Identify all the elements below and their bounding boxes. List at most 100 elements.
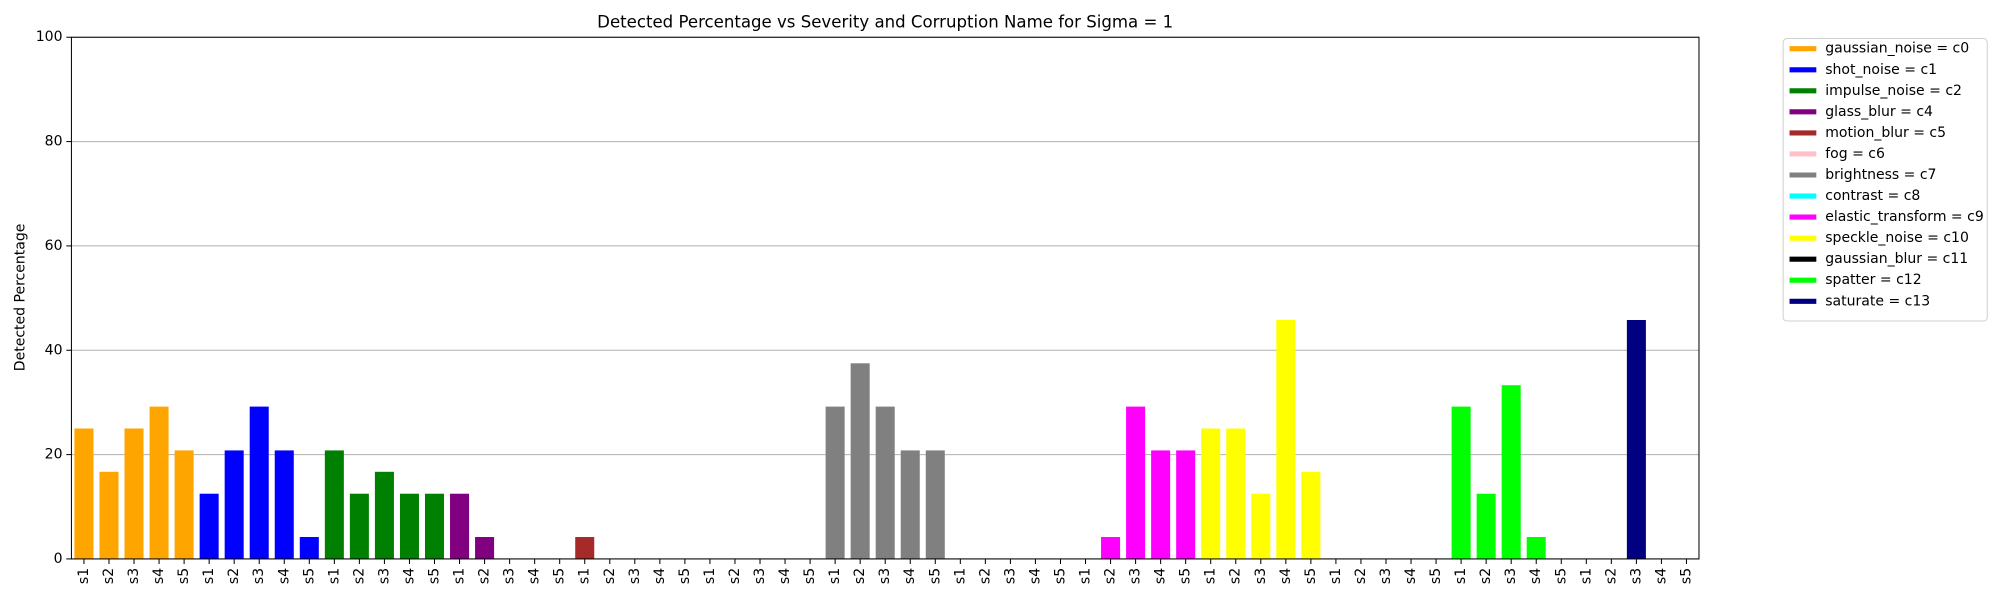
x-tick-label: s4 bbox=[1027, 568, 1043, 584]
x-tick-label: s2 bbox=[602, 568, 618, 584]
legend-label: contrast = c8 bbox=[1825, 188, 1920, 204]
legend-label: glass_blur = c4 bbox=[1825, 104, 1933, 120]
x-tick-label: s5 bbox=[1178, 568, 1194, 584]
legend-label: gaussian_blur = c11 bbox=[1825, 251, 1968, 267]
x-tick-label: s1 bbox=[76, 568, 92, 584]
bar bbox=[74, 428, 94, 559]
legend-label: elastic_transform = c9 bbox=[1825, 209, 1984, 225]
x-tick-label: s4 bbox=[902, 568, 918, 584]
x-tick-label: s3 bbox=[627, 568, 643, 584]
x-tick-label: s1 bbox=[1453, 568, 1469, 584]
bar bbox=[575, 537, 595, 559]
x-tick-label: s3 bbox=[877, 568, 893, 584]
x-tick-label: s3 bbox=[1002, 568, 1018, 584]
legend-label: motion_blur = c5 bbox=[1825, 125, 1946, 141]
bar bbox=[174, 450, 194, 559]
bar bbox=[1526, 537, 1546, 559]
x-tick-label: s5 bbox=[1303, 568, 1319, 584]
x-tick-label: s4 bbox=[401, 568, 417, 584]
bar bbox=[249, 406, 269, 559]
legend-label: shot_noise = c1 bbox=[1825, 62, 1937, 78]
x-tick-label: s5 bbox=[1428, 568, 1444, 584]
legend-box bbox=[1782, 38, 1988, 322]
bar bbox=[1226, 428, 1246, 559]
x-tick-label: s2 bbox=[226, 568, 242, 584]
x-tick-label: s5 bbox=[1052, 568, 1068, 584]
x-tick-label: s1 bbox=[1203, 568, 1219, 584]
x-tick-label: s2 bbox=[477, 568, 493, 584]
y-tick-label: 40 bbox=[45, 342, 63, 358]
bar bbox=[1501, 385, 1521, 559]
x-tick-label: s2 bbox=[101, 568, 117, 584]
x-tick-label: s1 bbox=[1078, 568, 1094, 584]
bar bbox=[424, 493, 445, 559]
bar bbox=[124, 428, 144, 559]
y-tick-label: 0 bbox=[54, 551, 63, 567]
x-tick-label: s2 bbox=[727, 568, 743, 584]
x-tick-label: s1 bbox=[577, 568, 593, 584]
x-tick-label: s2 bbox=[977, 568, 993, 584]
bar bbox=[1476, 493, 1496, 559]
x-tick-label: s4 bbox=[151, 568, 167, 584]
bar bbox=[1101, 537, 1121, 559]
x-tick-label: s5 bbox=[677, 568, 693, 584]
bar bbox=[925, 450, 945, 559]
bar bbox=[199, 493, 219, 559]
x-tick-label: s1 bbox=[827, 568, 843, 584]
bar bbox=[1151, 450, 1171, 559]
x-tick-label: s4 bbox=[1528, 568, 1544, 584]
bar bbox=[450, 493, 470, 559]
bar bbox=[475, 537, 495, 559]
x-tick-label: s3 bbox=[752, 568, 768, 584]
x-tick-label: s1 bbox=[1578, 568, 1594, 584]
y-tick-label: 60 bbox=[45, 238, 63, 254]
x-tick-label: s1 bbox=[452, 568, 468, 584]
x-tick-label: s4 bbox=[276, 568, 292, 584]
x-tick-label: s3 bbox=[1503, 568, 1519, 584]
bar bbox=[1126, 406, 1146, 559]
bar bbox=[1451, 406, 1471, 559]
x-tick-label: s1 bbox=[952, 568, 968, 584]
bar bbox=[1301, 471, 1321, 559]
legend-label: speckle_noise = c10 bbox=[1825, 230, 1969, 246]
x-tick-label: s4 bbox=[1153, 568, 1169, 584]
bar bbox=[1201, 428, 1221, 559]
x-tick-label: s3 bbox=[1253, 568, 1269, 584]
x-tick-label: s4 bbox=[1403, 568, 1419, 584]
bar bbox=[99, 471, 119, 559]
bar bbox=[1176, 450, 1196, 559]
x-tick-label: s4 bbox=[1653, 568, 1669, 584]
bar bbox=[274, 450, 294, 559]
x-tick-label: s2 bbox=[1353, 568, 1369, 584]
bar bbox=[850, 363, 870, 559]
x-tick-label: s5 bbox=[176, 568, 192, 584]
x-tick-label: s4 bbox=[777, 568, 793, 584]
x-tick-label: s4 bbox=[652, 568, 668, 584]
bar bbox=[1251, 493, 1271, 559]
x-tick-label: s2 bbox=[1103, 568, 1119, 584]
x-tick-label: s5 bbox=[552, 568, 568, 584]
x-tick-label: s5 bbox=[802, 568, 818, 584]
x-tick-label: s2 bbox=[1228, 568, 1244, 584]
bar bbox=[825, 406, 845, 559]
x-tick-label: s5 bbox=[426, 568, 442, 584]
y-axis-label: Detected Percentage bbox=[12, 224, 28, 372]
bar bbox=[374, 471, 394, 559]
x-tick-label: s5 bbox=[1678, 568, 1694, 584]
legend-label: saturate = c13 bbox=[1825, 293, 1930, 309]
x-tick-label: s3 bbox=[502, 568, 518, 584]
y-tick-label: 80 bbox=[45, 134, 63, 150]
bar bbox=[349, 493, 369, 559]
bar bbox=[324, 450, 344, 559]
x-tick-label: s3 bbox=[1128, 568, 1144, 584]
x-tick-label: s5 bbox=[927, 568, 943, 584]
x-tick-label: s3 bbox=[376, 568, 392, 584]
legend-label: impulse_noise = c2 bbox=[1825, 83, 1962, 99]
bar bbox=[1626, 319, 1646, 559]
y-tick-label: 100 bbox=[36, 29, 63, 45]
legend-label: fog = c6 bbox=[1825, 146, 1885, 162]
bar bbox=[875, 406, 895, 559]
y-tick-label: 20 bbox=[45, 447, 63, 463]
x-tick-label: s1 bbox=[201, 568, 217, 584]
